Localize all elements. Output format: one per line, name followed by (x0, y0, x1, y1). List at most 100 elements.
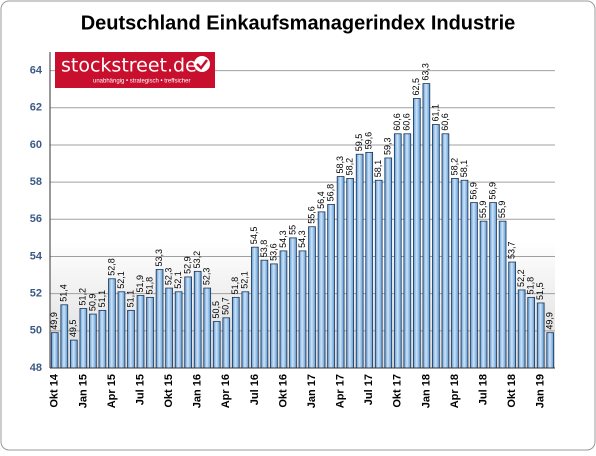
x-tick-label: Jan 17 (306, 374, 318, 408)
bar (127, 309, 135, 369)
value-label: 55 (287, 225, 297, 235)
bar (117, 291, 126, 369)
value-label: 58,1 (459, 160, 469, 178)
value-label: 50,5 (211, 301, 221, 319)
value-label: 58,3 (335, 156, 345, 174)
bar (222, 317, 231, 369)
value-label: 52,3 (202, 268, 212, 286)
value-label: 53,7 (506, 242, 516, 260)
bar (308, 226, 316, 369)
bar (536, 302, 545, 369)
x-tick-label: Okt 14 (49, 373, 61, 408)
value-label: 56,9 (487, 182, 497, 200)
value-label: 58,2 (449, 158, 459, 176)
bar (393, 133, 402, 369)
value-label: 61,1 (430, 104, 440, 122)
value-label: 59,3 (383, 137, 393, 155)
value-label: 51,1 (125, 290, 135, 308)
bar (384, 157, 393, 369)
value-label: 54,5 (249, 227, 259, 245)
bar (498, 220, 507, 369)
value-label: 54,3 (297, 230, 307, 248)
x-tick-label: Jul 15 (134, 374, 146, 405)
value-label: 52,3 (163, 268, 173, 286)
bar (517, 289, 526, 369)
bar (546, 332, 555, 369)
y-tick-label: 58 (30, 176, 42, 188)
value-label: 51,4 (59, 284, 69, 302)
bar (108, 278, 116, 369)
value-label: 58,2 (345, 158, 355, 176)
y-tick-label: 48 (30, 362, 42, 374)
bar (451, 177, 459, 369)
y-tick-label: 60 (30, 139, 42, 151)
logo: stockstreet.de unabhängig • strategisch … (55, 52, 215, 88)
value-label: 60,6 (440, 113, 450, 131)
value-label: 51,9 (135, 275, 145, 293)
bar (346, 177, 354, 369)
bar (374, 179, 383, 369)
y-tick-label: 56 (30, 213, 42, 225)
bar (193, 270, 202, 369)
value-label: 52,2 (516, 269, 526, 287)
bar (60, 304, 69, 369)
value-label: 56,4 (316, 191, 326, 209)
x-tick-label: Jul 18 (477, 374, 489, 405)
bar (231, 296, 240, 369)
y-tick-label: 52 (30, 288, 42, 300)
value-label: 53,2 (192, 251, 202, 269)
bar (241, 291, 250, 369)
bar (489, 202, 497, 369)
bar (327, 204, 335, 369)
value-label: 59,5 (354, 134, 364, 152)
x-tick-label: Okt 18 (506, 374, 518, 408)
bar (146, 296, 154, 369)
bar (165, 287, 173, 369)
bar (336, 176, 345, 369)
value-label: 50,9 (87, 294, 97, 312)
value-label: 51,8 (144, 277, 154, 295)
value-label: 55,6 (306, 206, 316, 224)
bar (527, 296, 536, 369)
bar (279, 250, 288, 369)
bar (355, 153, 364, 369)
value-label: 53,8 (259, 240, 269, 258)
bar (413, 98, 421, 369)
value-label: 56,9 (468, 182, 478, 200)
value-label: 63,3 (421, 63, 431, 81)
bar (441, 133, 450, 369)
x-tick-label: Jan 18 (420, 374, 432, 408)
value-label: 50,7 (221, 297, 231, 315)
bar (270, 263, 278, 369)
x-tick-label: Jul 16 (249, 374, 261, 405)
bar (289, 237, 297, 369)
bar (460, 179, 469, 369)
bar (184, 276, 192, 369)
value-label: 56,8 (325, 184, 335, 202)
bar (298, 250, 307, 369)
value-label: 53,3 (154, 249, 164, 267)
value-label: 59,6 (364, 132, 374, 150)
value-label: 54,3 (278, 230, 288, 248)
value-label: 55,9 (478, 201, 488, 219)
value-label: 51,2 (78, 288, 88, 306)
logo-box (55, 52, 215, 88)
x-tick-label: Apr 17 (335, 374, 347, 408)
value-label: 49,9 (49, 312, 59, 330)
logo-icon (194, 56, 210, 72)
value-label: 52,1 (116, 271, 126, 289)
value-label: 60,6 (392, 113, 402, 131)
x-tick-label: Apr 15 (106, 374, 118, 408)
logo-check (196, 59, 208, 70)
bar (50, 332, 59, 369)
bar (155, 269, 164, 369)
bar (98, 309, 107, 369)
bar (479, 220, 488, 369)
x-tick-label: Jan 19 (535, 374, 547, 408)
bar (203, 287, 212, 369)
y-tick-label: 50 (30, 325, 42, 337)
bar (260, 259, 269, 369)
value-label: 51,8 (526, 277, 536, 295)
bar (69, 339, 78, 369)
